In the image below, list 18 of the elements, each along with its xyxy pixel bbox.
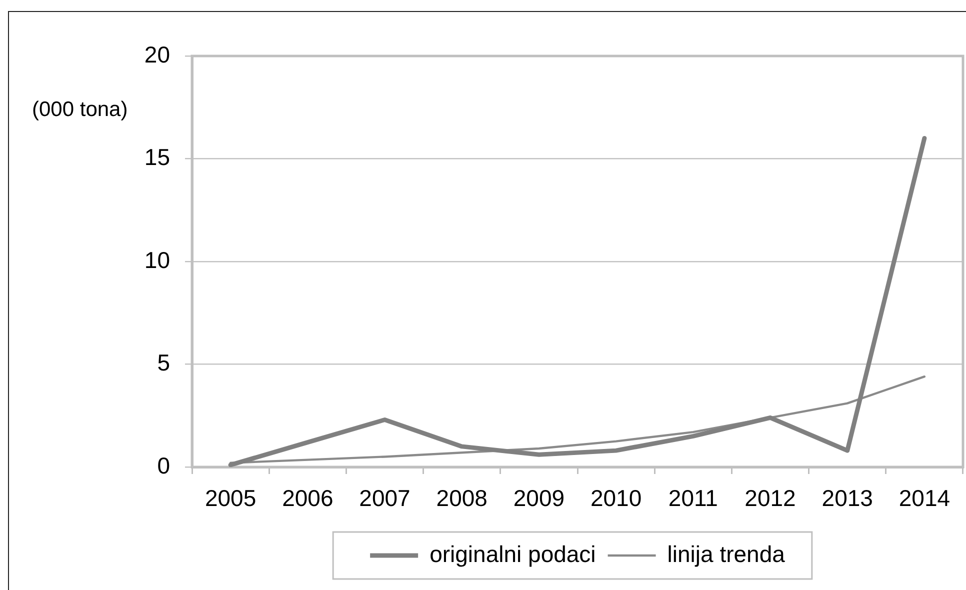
x-tick-label: 2006: [282, 485, 334, 512]
x-tick-label: 2009: [513, 485, 565, 512]
x-tick-label: 2010: [590, 485, 642, 512]
y-tick-label: 5: [157, 350, 170, 376]
y-tick-label: 15: [144, 144, 170, 170]
y-axis-title: (000 tona): [32, 98, 128, 121]
x-tick-label: 2014: [898, 485, 950, 512]
y-tick-label: 20: [144, 41, 170, 68]
y-tick-label: 0: [157, 452, 170, 478]
x-tick-label: 2005: [204, 485, 256, 512]
x-tick-label: 2008: [436, 485, 488, 512]
y-tick-label: 10: [144, 246, 170, 273]
legend-label: linija trenda: [667, 540, 786, 567]
x-tick-label: 2012: [744, 485, 796, 512]
x-tick-label: 2011: [668, 485, 718, 512]
x-tick-label: 2013: [822, 485, 873, 512]
legend-label: originalni podaci: [430, 540, 596, 567]
x-tick-label: 2007: [359, 485, 410, 512]
